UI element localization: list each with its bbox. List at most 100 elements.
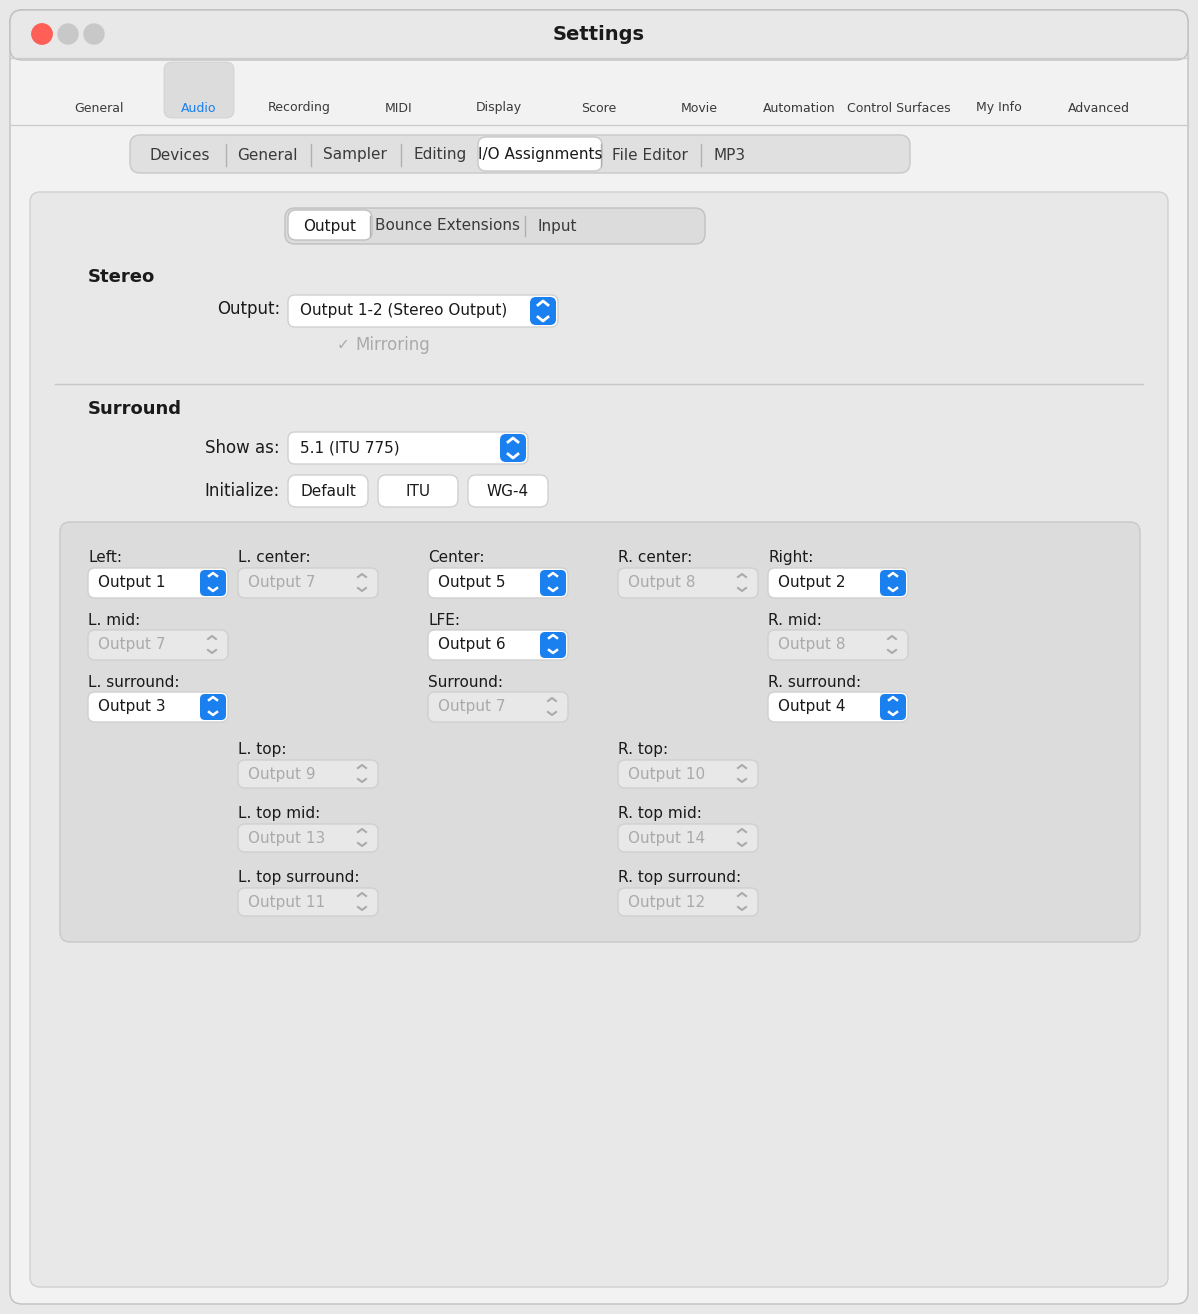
Text: R. top:: R. top: bbox=[618, 742, 668, 757]
Text: Right:: Right: bbox=[768, 551, 813, 565]
FancyBboxPatch shape bbox=[87, 568, 228, 598]
Text: Output 7: Output 7 bbox=[98, 637, 165, 653]
FancyBboxPatch shape bbox=[768, 568, 908, 598]
Text: Output 14: Output 14 bbox=[628, 830, 706, 845]
Text: Output 2: Output 2 bbox=[778, 576, 846, 590]
Text: R. top mid:: R. top mid: bbox=[618, 805, 702, 821]
FancyBboxPatch shape bbox=[60, 522, 1140, 942]
Text: Output 9: Output 9 bbox=[248, 766, 315, 782]
Text: MIDI: MIDI bbox=[386, 101, 413, 114]
FancyBboxPatch shape bbox=[87, 692, 228, 721]
FancyBboxPatch shape bbox=[468, 474, 547, 507]
FancyBboxPatch shape bbox=[288, 432, 528, 464]
Text: My Info: My Info bbox=[976, 101, 1022, 114]
FancyBboxPatch shape bbox=[768, 692, 908, 721]
Text: Output: Output bbox=[303, 218, 357, 234]
Circle shape bbox=[84, 24, 104, 43]
Text: Recording: Recording bbox=[267, 101, 331, 114]
Text: Advanced: Advanced bbox=[1067, 101, 1130, 114]
Text: Mirroring: Mirroring bbox=[355, 336, 430, 353]
Text: Output 4: Output 4 bbox=[778, 699, 846, 715]
Text: Output 5: Output 5 bbox=[438, 576, 506, 590]
Text: Automation: Automation bbox=[763, 101, 835, 114]
Text: Bounce Extensions: Bounce Extensions bbox=[375, 218, 520, 234]
Text: General: General bbox=[237, 147, 298, 163]
FancyBboxPatch shape bbox=[540, 632, 565, 658]
Text: Output 1: Output 1 bbox=[98, 576, 165, 590]
FancyBboxPatch shape bbox=[238, 888, 379, 916]
Text: L. mid:: L. mid: bbox=[87, 614, 140, 628]
FancyBboxPatch shape bbox=[768, 629, 908, 660]
FancyBboxPatch shape bbox=[478, 137, 603, 171]
Text: Initialize:: Initialize: bbox=[205, 482, 280, 501]
Text: WG-4: WG-4 bbox=[486, 484, 530, 498]
FancyBboxPatch shape bbox=[500, 434, 526, 463]
FancyBboxPatch shape bbox=[428, 629, 568, 660]
FancyBboxPatch shape bbox=[30, 192, 1168, 1286]
Text: Movie: Movie bbox=[680, 101, 718, 114]
Text: Show as:: Show as: bbox=[205, 439, 280, 457]
Text: Control Surfaces: Control Surfaces bbox=[847, 101, 951, 114]
FancyBboxPatch shape bbox=[288, 296, 558, 327]
Text: Left:: Left: bbox=[87, 551, 122, 565]
Circle shape bbox=[32, 24, 52, 43]
FancyBboxPatch shape bbox=[428, 568, 568, 598]
FancyBboxPatch shape bbox=[288, 210, 373, 240]
Text: R. top surround:: R. top surround: bbox=[618, 870, 742, 886]
Text: Output 8: Output 8 bbox=[628, 576, 696, 590]
Text: 5.1 (ITU 775): 5.1 (ITU 775) bbox=[300, 440, 400, 456]
Text: Output 6: Output 6 bbox=[438, 637, 506, 653]
Text: L. surround:: L. surround: bbox=[87, 675, 180, 690]
Text: Surround: Surround bbox=[87, 399, 182, 418]
Text: Output 11: Output 11 bbox=[248, 895, 325, 909]
Text: Audio: Audio bbox=[181, 101, 217, 114]
Text: MP3: MP3 bbox=[714, 147, 746, 163]
Text: General: General bbox=[74, 101, 123, 114]
FancyBboxPatch shape bbox=[10, 11, 1188, 1303]
Text: Output:: Output: bbox=[217, 300, 280, 318]
FancyBboxPatch shape bbox=[87, 629, 228, 660]
FancyBboxPatch shape bbox=[200, 694, 226, 720]
FancyBboxPatch shape bbox=[618, 568, 758, 598]
FancyBboxPatch shape bbox=[881, 570, 906, 597]
Text: R. surround:: R. surround: bbox=[768, 675, 861, 690]
FancyBboxPatch shape bbox=[10, 11, 1188, 60]
Text: ✓: ✓ bbox=[337, 338, 350, 352]
Text: Devices: Devices bbox=[150, 147, 211, 163]
Text: Default: Default bbox=[300, 484, 356, 498]
FancyBboxPatch shape bbox=[618, 824, 758, 851]
Text: L. top mid:: L. top mid: bbox=[238, 805, 320, 821]
Text: R. center:: R. center: bbox=[618, 551, 692, 565]
FancyBboxPatch shape bbox=[285, 208, 704, 244]
Text: R. mid:: R. mid: bbox=[768, 614, 822, 628]
Text: Output 13: Output 13 bbox=[248, 830, 325, 845]
Circle shape bbox=[58, 24, 78, 43]
FancyBboxPatch shape bbox=[428, 692, 568, 721]
Text: Output 1-2 (Stereo Output): Output 1-2 (Stereo Output) bbox=[300, 304, 507, 318]
Text: L. top:: L. top: bbox=[238, 742, 286, 757]
Text: Settings: Settings bbox=[553, 25, 645, 43]
Text: Editing: Editing bbox=[413, 147, 467, 163]
Text: Score: Score bbox=[581, 101, 617, 114]
Text: Output 12: Output 12 bbox=[628, 895, 706, 909]
FancyBboxPatch shape bbox=[238, 759, 379, 788]
FancyBboxPatch shape bbox=[238, 824, 379, 851]
Text: Sampler: Sampler bbox=[323, 147, 387, 163]
Text: L. center:: L. center: bbox=[238, 551, 310, 565]
Text: Stereo: Stereo bbox=[87, 268, 156, 286]
Text: Output 7: Output 7 bbox=[438, 699, 506, 715]
Text: Display: Display bbox=[476, 101, 522, 114]
Text: Input: Input bbox=[538, 218, 577, 234]
Text: ITU: ITU bbox=[405, 484, 430, 498]
FancyBboxPatch shape bbox=[540, 570, 565, 597]
FancyBboxPatch shape bbox=[238, 568, 379, 598]
FancyBboxPatch shape bbox=[618, 888, 758, 916]
Circle shape bbox=[32, 24, 52, 43]
Text: Output 10: Output 10 bbox=[628, 766, 706, 782]
Text: L. top surround:: L. top surround: bbox=[238, 870, 359, 886]
FancyBboxPatch shape bbox=[881, 694, 906, 720]
FancyBboxPatch shape bbox=[288, 474, 368, 507]
FancyBboxPatch shape bbox=[530, 297, 556, 325]
FancyBboxPatch shape bbox=[379, 474, 458, 507]
Text: Output 3: Output 3 bbox=[98, 699, 165, 715]
